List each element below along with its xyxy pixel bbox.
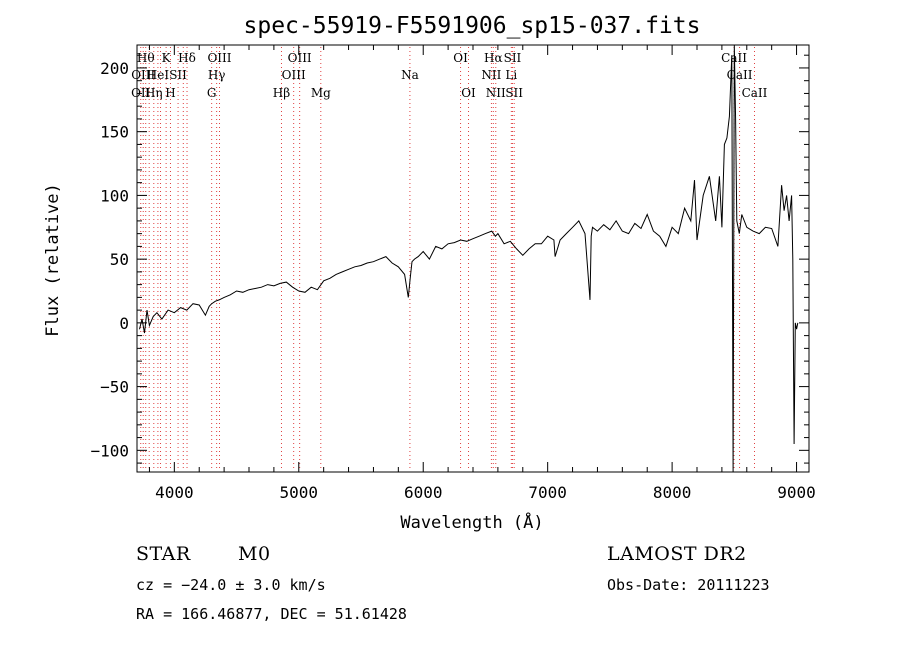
spectral-line-label: G [207, 86, 217, 100]
spectrum-line [139, 44, 799, 473]
y-tick-label: 150 [100, 123, 129, 142]
y-tick-label: 50 [110, 250, 129, 269]
spectral-line-label: OIII [288, 51, 312, 65]
spectral-line-label: OIII [282, 68, 306, 82]
spectral-line-label: OI [461, 86, 476, 100]
spectral-line-label: HeI [147, 68, 170, 82]
spectral-line-label: CaII [727, 68, 753, 82]
y-tick-label: −100 [90, 441, 129, 460]
spectral-line-label: OIII [207, 51, 231, 65]
y-tick-label: 100 [100, 186, 129, 205]
x-axis: 4000 5000 6000 7000 8000 9000 [148, 45, 816, 502]
x-tick-label: 8000 [653, 483, 692, 502]
spectral-line-label: Hδ [178, 51, 196, 65]
x-tick-label: 9000 [777, 483, 816, 502]
spectral-line-label: NII [481, 68, 501, 82]
object-subclass: M0 [238, 543, 271, 565]
y-tick-label: −50 [100, 378, 129, 397]
spectral-line-label: CaII [742, 86, 768, 100]
spectral-line-label: SII [505, 86, 523, 100]
y-tick-label: 200 [100, 59, 129, 78]
spectrum-chart: spec-55919-F5591906_sp15-037.fits OIIOII… [43, 13, 816, 533]
y-axis: −100 −50 0 50 100 150 200 [90, 54, 809, 464]
plot-frame [136, 44, 810, 473]
chart-title: spec-55919-F5591906_sp15-037.fits [244, 13, 701, 39]
spectral-line-label: K [162, 51, 172, 65]
x-tick-label: 6000 [404, 483, 443, 502]
spectral-line-label: SII [504, 51, 522, 65]
spectral-line-label: NII [486, 86, 506, 100]
x-tick-label: 7000 [528, 483, 567, 502]
spectral-line-label: Hη [145, 86, 163, 100]
spectral-line-labels: OIIOIIIHθHηHeIKHSIIHδGHγOIIIHβOIIIOIIIMg… [131, 51, 768, 100]
spectral-line-markers [140, 47, 755, 470]
x-tick-label: 5000 [280, 483, 319, 502]
redshift-text: cz = −24.0 ± 3.0 km/s [136, 576, 326, 594]
spectral-line-label: Li [505, 68, 517, 82]
spectral-line-label: Hθ [137, 51, 155, 65]
spectral-line-label: OI [453, 51, 468, 65]
spectral-line-label: Hα [484, 51, 503, 65]
obs-date: Obs-Date: 20111223 [607, 576, 770, 594]
x-axis-label: Wavelength (Å) [400, 511, 543, 533]
object-class: STAR [136, 543, 191, 565]
x-tick-label: 4000 [155, 483, 194, 502]
spectral-line-label: Hγ [208, 68, 226, 82]
y-axis-label: Flux (relative) [43, 183, 63, 337]
spectral-line-label: Mg [311, 86, 331, 100]
spectral-line-label: H [165, 86, 175, 100]
survey-name: LAMOST DR2 [607, 543, 747, 565]
y-tick-label: 0 [119, 314, 129, 333]
coordinates-text: RA = 166.46877, DEC = 51.61428 [136, 605, 407, 623]
spectral-line-label: Na [401, 68, 419, 82]
spectral-line-label: Hβ [273, 86, 290, 100]
spectral-line-label: SII [169, 68, 187, 82]
